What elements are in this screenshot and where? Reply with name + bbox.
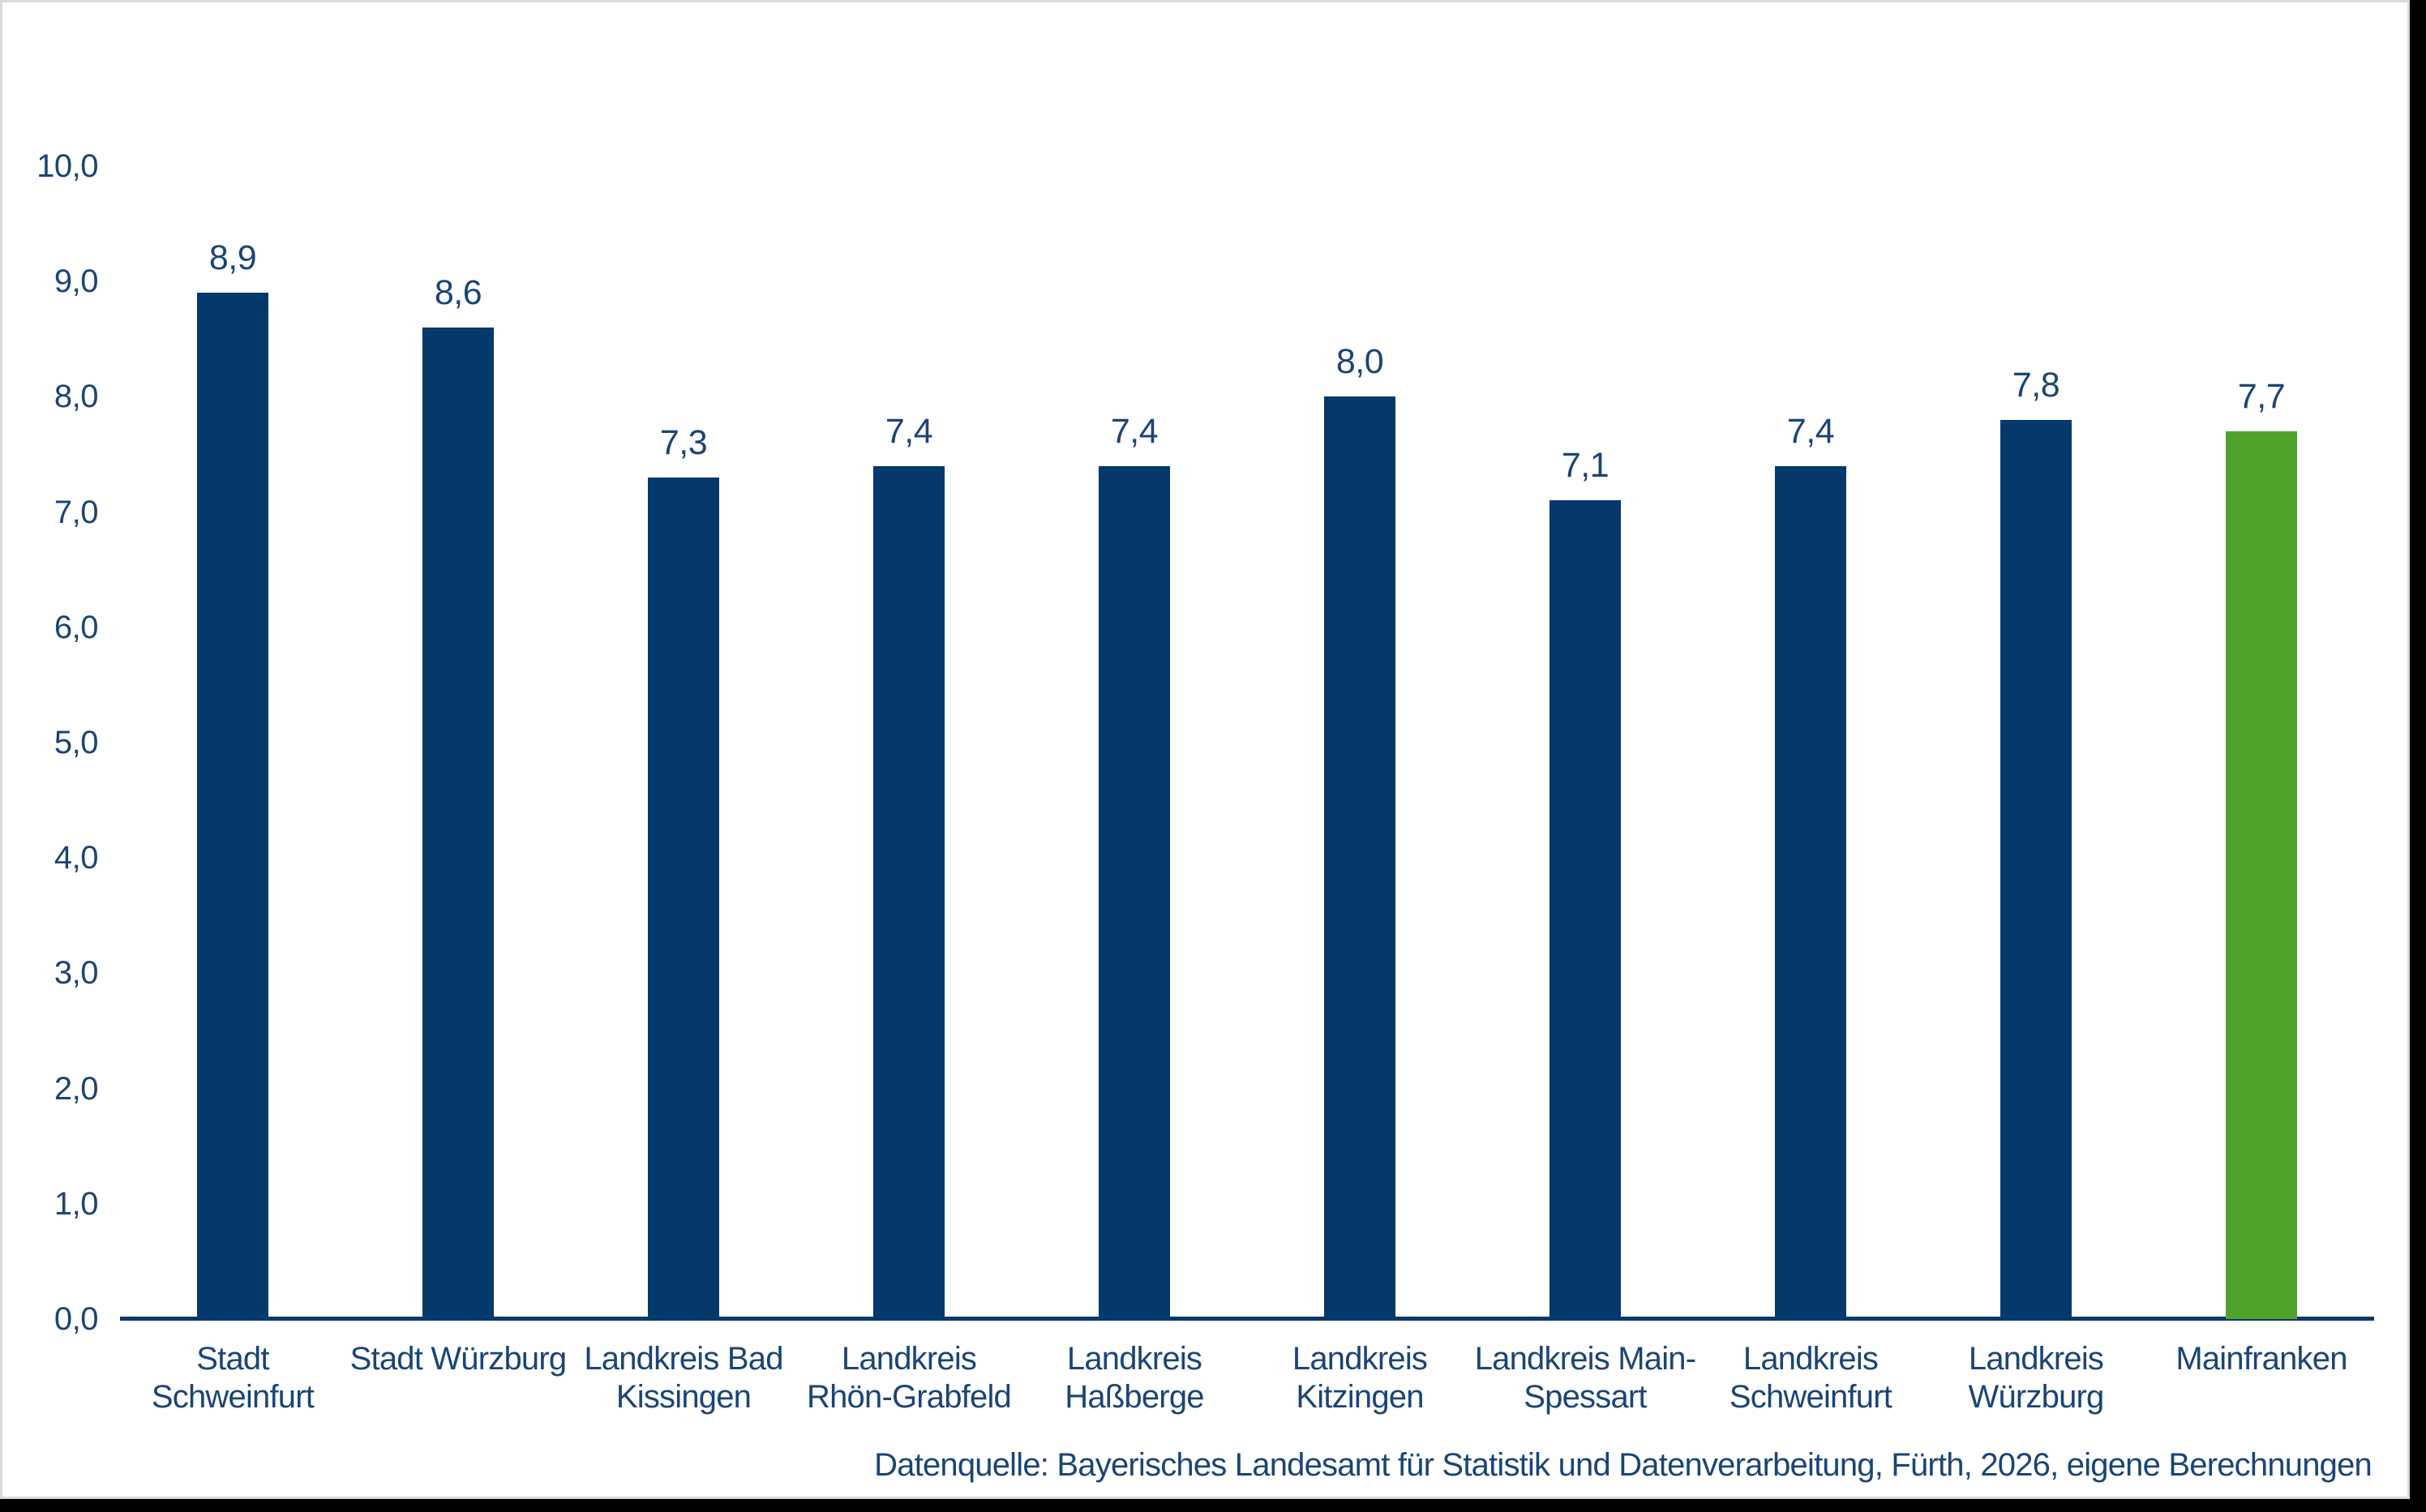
x-category-label: Landkreis Kitzingen bbox=[1292, 1341, 1428, 1415]
y-tick-label: 6,0 bbox=[54, 609, 99, 645]
bar-slot: 8,9 bbox=[120, 166, 345, 1319]
y-tick-label: 7,0 bbox=[54, 494, 99, 530]
bar-slot: 8,6 bbox=[345, 166, 571, 1319]
bar-value-label: 8,0 bbox=[1335, 342, 1384, 382]
bar-value-label: 7,4 bbox=[885, 411, 933, 451]
x-category-label: Landkreis Bad Kissingen bbox=[584, 1341, 783, 1415]
y-tick-label: 5,0 bbox=[54, 725, 99, 760]
source-caption: Datenquelle: Bayerisches Landesamt für S… bbox=[874, 1447, 2372, 1483]
bar-value-label: 7,4 bbox=[1110, 411, 1159, 451]
x-category-label: Stadt Würzburg bbox=[349, 1341, 568, 1377]
y-tick-label: 0,0 bbox=[54, 1301, 99, 1337]
y-tick-label: 8,0 bbox=[54, 379, 99, 415]
bar-mainfranken bbox=[2226, 431, 2297, 1319]
x-category-label: Landkreis Haßberge bbox=[1065, 1341, 1204, 1415]
bar-stadt-würzburg bbox=[422, 328, 494, 1319]
bar-slot: 8,0 bbox=[1247, 166, 1472, 1319]
bar-slot: 7,7 bbox=[2149, 166, 2374, 1319]
bar-slot: 7,8 bbox=[1923, 166, 2149, 1319]
bar-stadt-schweinfurt bbox=[197, 293, 268, 1319]
y-tick-label: 1,0 bbox=[54, 1185, 99, 1222]
bar-value-label: 7,3 bbox=[659, 422, 708, 462]
x-category-label: Landkreis Main-Spessart bbox=[1474, 1341, 1696, 1415]
bar-slot: 7,3 bbox=[571, 166, 796, 1319]
x-axis-line bbox=[120, 1317, 2374, 1321]
bar-value-label: 7,4 bbox=[1786, 411, 1835, 451]
bar-landkreis-schweinfurt bbox=[1775, 465, 1846, 1319]
x-category-label: Stadt Schweinfurt bbox=[151, 1341, 315, 1415]
bar-landkreis-würzburg bbox=[2000, 419, 2072, 1319]
bar-landkreis-kitzingen bbox=[1324, 396, 1395, 1319]
bar-landkreis-bad-kissingen bbox=[648, 477, 719, 1319]
bar-slot: 7,1 bbox=[1472, 166, 1698, 1319]
bar-landkreis-main-spessart bbox=[1549, 500, 1621, 1319]
bar-value-label: 8,9 bbox=[208, 238, 257, 278]
x-category-label: Mainfranken bbox=[2175, 1341, 2347, 1377]
bar-slot: 7,4 bbox=[1022, 166, 1247, 1319]
bar-slot: 7,4 bbox=[1698, 166, 1923, 1319]
bar-value-label: 7,8 bbox=[2012, 365, 2060, 405]
x-category-label: Landkreis Schweinfurt bbox=[1729, 1341, 1892, 1415]
x-axis-category-labels: Stadt Schweinfurt Stadt Würzburg Landkreis… bbox=[120, 1340, 2374, 1416]
x-category-label: Landkreis Rhön-Grabfeld bbox=[807, 1341, 1012, 1415]
bar-landkreis-haßberge bbox=[1099, 465, 1170, 1319]
y-tick-label: 10,0 bbox=[36, 148, 98, 184]
bar-value-label: 7,1 bbox=[1561, 446, 1609, 486]
bar-value-label: 7,7 bbox=[2237, 377, 2286, 417]
bar-value-label: 8,6 bbox=[434, 273, 482, 313]
bar-landkreis-rhön-grabfeld bbox=[873, 465, 945, 1319]
y-tick-label: 9,0 bbox=[54, 263, 99, 300]
y-tick-label: 2,0 bbox=[54, 1070, 99, 1107]
y-tick-label: 4,0 bbox=[54, 840, 99, 876]
bar-series: 8,9 8,6 7,3 7,4 7,4 8,0 7,1 7,4 7,8 7,7 bbox=[120, 166, 2374, 1319]
bar-slot: 7,4 bbox=[796, 166, 1022, 1319]
x-category-label: Landkreis Würzburg bbox=[1968, 1341, 2105, 1415]
y-tick-label: 3,0 bbox=[54, 955, 99, 992]
